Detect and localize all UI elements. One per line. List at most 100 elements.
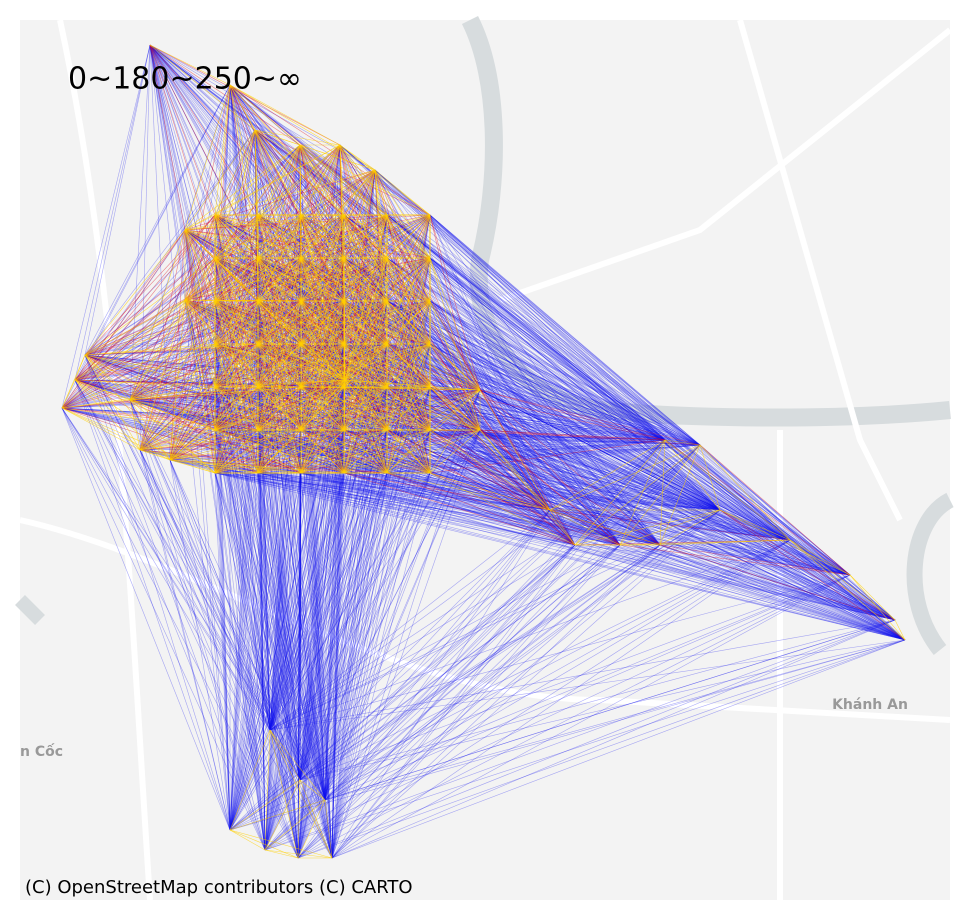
- network-edge: [297, 619, 896, 859]
- network-edge: [386, 300, 481, 431]
- network-edge: [269, 639, 906, 731]
- network-edge: [129, 386, 302, 401]
- network-edge: [139, 449, 171, 461]
- network-edge: [300, 257, 345, 388]
- network-edge: [264, 444, 701, 851]
- network-edge: [386, 386, 551, 511]
- network-edge: [214, 472, 906, 641]
- network-edge: [74, 379, 576, 546]
- network-edge: [169, 379, 346, 461]
- network-edge: [374, 169, 388, 345]
- network-edge: [343, 386, 388, 474]
- network-edge: [139, 386, 302, 451]
- network-edge: [169, 299, 186, 461]
- network-edge: [300, 343, 721, 511]
- network-edge: [257, 472, 851, 576]
- network-edge: [214, 472, 333, 859]
- network-edge: [269, 619, 896, 731]
- network-edge: [169, 459, 576, 546]
- network-edge: [264, 343, 302, 851]
- network-edge: [139, 299, 186, 451]
- network-edge: [84, 343, 259, 356]
- network-edge: [149, 44, 906, 641]
- network-edge: [139, 229, 186, 451]
- network-edge: [429, 300, 791, 541]
- network-edge: [149, 44, 301, 781]
- network-edge: [61, 343, 216, 409]
- attribution: (C) OpenStreetMap contributors (C) CARTO: [25, 877, 413, 898]
- network-edge: [264, 429, 481, 851]
- network-edge: [257, 429, 791, 541]
- network-edge: [84, 343, 431, 356]
- network-edge: [257, 429, 301, 781]
- network-edge: [324, 472, 345, 801]
- network-edge: [299, 144, 376, 171]
- network-edge: [149, 44, 388, 431]
- network-edge: [61, 144, 341, 409]
- network-edge: [300, 144, 341, 259]
- network-edge: [331, 509, 551, 859]
- network-edge: [169, 459, 259, 474]
- network-edge: [324, 472, 388, 801]
- network-edge: [61, 407, 333, 859]
- network-edge: [299, 144, 302, 302]
- network-edge: [297, 300, 302, 859]
- network-edge: [619, 439, 666, 546]
- network-edge: [297, 343, 345, 859]
- network-edge: [184, 214, 302, 231]
- network-edge: [344, 169, 376, 381]
- network-edge: [214, 300, 259, 474]
- network-edge: [429, 389, 481, 474]
- network-edge: [264, 429, 302, 851]
- network-edge: [214, 300, 661, 546]
- network-edge: [61, 379, 76, 409]
- network-edge: [264, 619, 896, 851]
- network-edges: [61, 44, 906, 859]
- network-edge: [574, 439, 666, 546]
- legend-text: 0~180~250~∞: [68, 62, 302, 97]
- network-edge: [429, 214, 791, 541]
- network-edge: [214, 214, 333, 859]
- network-edge: [429, 300, 701, 446]
- network-edge: [184, 299, 302, 345]
- network-edge: [74, 379, 721, 511]
- network-edge: [214, 472, 326, 801]
- network-edge: [386, 472, 576, 546]
- network-edge: [184, 299, 216, 388]
- network-edge: [299, 144, 345, 302]
- network-edge: [257, 386, 333, 859]
- network-edge: [299, 429, 345, 781]
- network-edge: [84, 129, 256, 356]
- network-edge: [74, 379, 131, 401]
- network-edge: [297, 214, 345, 859]
- network-edge: [229, 429, 431, 831]
- network-edge: [74, 214, 216, 381]
- network-edge: [300, 257, 851, 576]
- network-edge: [324, 439, 666, 801]
- network-edge: [254, 129, 259, 302]
- network-edge: [429, 386, 481, 431]
- network-edge: [184, 229, 431, 345]
- network-edge: [479, 389, 906, 641]
- network-edge: [184, 229, 259, 388]
- network-edge: [331, 439, 666, 859]
- network-edge: [299, 144, 388, 216]
- network-edge: [169, 459, 791, 541]
- network-edge: [169, 386, 302, 461]
- network-edge: [299, 144, 345, 216]
- river: [461, 15, 951, 427]
- network-edge: [229, 84, 551, 511]
- network-edge: [343, 379, 346, 474]
- network-edge: [300, 472, 896, 621]
- network-edge: [229, 257, 302, 831]
- network-edge: [429, 343, 481, 391]
- network-edge: [257, 214, 701, 446]
- network-edge: [386, 429, 721, 511]
- network-edge: [129, 399, 141, 451]
- network-edge: [84, 354, 266, 851]
- network-edge: [184, 144, 301, 231]
- network-edge: [300, 472, 326, 801]
- network-edge: [699, 444, 721, 511]
- network-edge: [269, 444, 701, 731]
- network-edge: [386, 386, 431, 474]
